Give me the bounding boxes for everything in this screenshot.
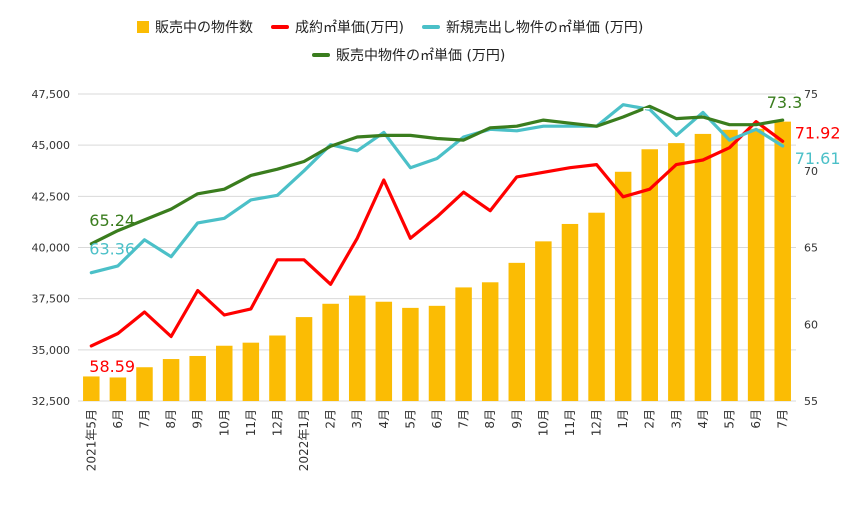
bar bbox=[295, 317, 313, 401]
data-label: 58.59 bbox=[89, 357, 135, 376]
left-tick-label: 35,000 bbox=[32, 344, 71, 357]
bar bbox=[242, 342, 260, 401]
bar bbox=[481, 282, 499, 401]
right-tick-label: 55 bbox=[804, 395, 818, 408]
x-tick-label: 2021年5月 bbox=[84, 409, 98, 471]
legend-label-contract-price: 成約㎡単価(万円) bbox=[295, 20, 404, 36]
legend-item-contract-price: 成約㎡単価(万円) bbox=[271, 17, 404, 37]
x-tick-label: 6月 bbox=[111, 409, 125, 429]
legend-swatch-new-listing-price bbox=[421, 25, 440, 29]
bar bbox=[348, 295, 366, 401]
line-new-listing-price bbox=[89, 103, 785, 275]
bar bbox=[83, 376, 100, 401]
x-tick-label: 6月 bbox=[430, 409, 444, 429]
x-tick-label: 8月 bbox=[483, 409, 497, 429]
bar bbox=[535, 241, 552, 401]
x-tick-label: 4月 bbox=[377, 409, 391, 429]
x-tick-label: 5月 bbox=[403, 409, 417, 429]
line-contract-price bbox=[89, 119, 785, 348]
bar bbox=[216, 345, 233, 401]
line-active-price bbox=[89, 104, 785, 246]
x-tick-label: 12月 bbox=[270, 409, 284, 436]
x-tick-label: 3月 bbox=[350, 409, 364, 429]
x-tick-label: 10月 bbox=[536, 409, 550, 436]
legend-row-1: 販売中の物件数 成約㎡単価(万円) 新規売出し物件の㎡単価 (万円) bbox=[137, 17, 661, 37]
x-tick-label: 2月 bbox=[643, 409, 657, 429]
right-tick-label: 75 bbox=[804, 88, 818, 101]
bar bbox=[668, 143, 685, 401]
x-tick-label: 2022年1月 bbox=[297, 409, 311, 471]
bar bbox=[614, 171, 632, 401]
bar bbox=[561, 223, 579, 401]
legend-label-new-listing-price: 新規売出し物件の㎡単価 (万円) bbox=[445, 20, 644, 36]
x-tick-label: 7月 bbox=[138, 409, 152, 429]
left-tick-label: 42,500 bbox=[32, 190, 71, 203]
legend-row-2: 販売中物件の㎡単価 (万円) bbox=[312, 45, 523, 65]
data-label: 65.24 bbox=[89, 211, 135, 230]
bar-series-listings bbox=[83, 121, 791, 402]
data-label: 63.36 bbox=[89, 240, 135, 259]
x-axis-ticks: 2021年5月 6月 7月 8月 9月 10月 11月 12月 2022年1月 2月 3月 4月 5月 6… bbox=[84, 409, 789, 471]
x-tick-label: 7月 bbox=[457, 409, 471, 429]
left-tick-label: 40,000 bbox=[32, 242, 71, 255]
bar bbox=[508, 262, 526, 401]
left-tick-label: 32,500 bbox=[32, 395, 71, 408]
right-tick-label: 70 bbox=[804, 165, 818, 178]
left-axis-ticks: 32,500 35,000 37,500 40,000 42,500 45,000 47,5… bbox=[32, 88, 71, 408]
legend-swatch-listings bbox=[137, 21, 149, 33]
bar bbox=[694, 133, 712, 401]
bar bbox=[774, 121, 791, 401]
left-tick-label: 37,500 bbox=[32, 293, 71, 306]
x-tick-label: 2月 bbox=[324, 409, 338, 429]
data-labels: 58.59 71.92 63.36 71.61 5 65.24 73.3 bbox=[89, 93, 840, 376]
left-tick-label: 47,500 bbox=[32, 88, 71, 101]
x-tick-label: 11月 bbox=[563, 409, 577, 436]
data-label: 71.92 bbox=[795, 123, 841, 142]
data-label: 5 bbox=[642, 104, 652, 123]
bar bbox=[136, 367, 153, 401]
x-tick-label: 8月 bbox=[164, 409, 178, 429]
legend-item-active-price: 販売中物件の㎡単価 (万円) bbox=[312, 45, 505, 65]
legend-swatch-contract-price bbox=[271, 25, 289, 29]
bar bbox=[402, 307, 419, 401]
bar bbox=[269, 335, 286, 401]
bar bbox=[375, 301, 393, 401]
legend: 販売中の物件数 成約㎡単価(万円) 新規売出し物件の㎡単価 (万円) 販売中物件… bbox=[0, 0, 855, 80]
x-tick-label: 4月 bbox=[696, 409, 710, 429]
legend-swatch-active-price bbox=[312, 53, 330, 57]
bar bbox=[455, 287, 472, 401]
x-tick-label: 5月 bbox=[723, 409, 737, 429]
line-series bbox=[89, 103, 785, 348]
x-tick-label: 10月 bbox=[217, 409, 231, 436]
bar bbox=[747, 128, 765, 401]
legend-label-active-price: 販売中物件の㎡単価 (万円) bbox=[336, 48, 506, 64]
bar bbox=[189, 355, 206, 401]
bar bbox=[641, 149, 658, 401]
legend-item-new-listing-price: 新規売出し物件の㎡単価 (万円) bbox=[421, 17, 644, 37]
bar bbox=[162, 359, 180, 401]
bar bbox=[721, 129, 738, 402]
bar bbox=[588, 212, 605, 401]
bar bbox=[428, 305, 446, 401]
x-tick-label: 9月 bbox=[510, 409, 524, 429]
x-tick-label: 3月 bbox=[669, 409, 683, 429]
data-label: 73.3 bbox=[767, 93, 803, 112]
data-label: 71.61 bbox=[795, 149, 841, 168]
x-tick-label: 1月 bbox=[616, 409, 630, 429]
bar bbox=[109, 377, 127, 401]
right-tick-label: 60 bbox=[804, 318, 818, 331]
x-tick-label: 6月 bbox=[749, 409, 763, 429]
legend-item-listings: 販売中の物件数 bbox=[137, 17, 253, 37]
bar bbox=[322, 303, 339, 401]
legend-label-listings: 販売中の物件数 bbox=[155, 20, 253, 36]
left-tick-label: 45,000 bbox=[32, 139, 71, 152]
x-tick-label: 12月 bbox=[590, 409, 604, 436]
x-tick-label: 9月 bbox=[191, 409, 205, 429]
x-tick-label: 11月 bbox=[244, 409, 258, 436]
x-tick-label: 7月 bbox=[776, 409, 790, 429]
right-axis-ticks: 55 60 65 70 75 bbox=[804, 88, 818, 408]
right-tick-label: 65 bbox=[804, 242, 818, 255]
